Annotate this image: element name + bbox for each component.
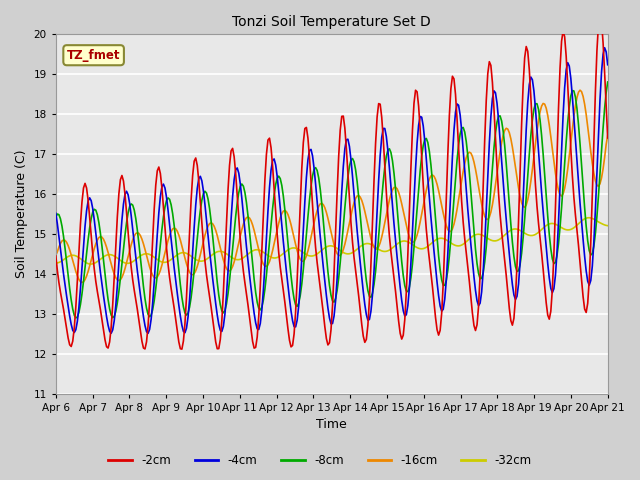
-32cm [575, 221, 582, 227]
-8cm [295, 300, 303, 306]
-16cm [121, 266, 129, 272]
-8cm [575, 121, 582, 127]
-16cm [295, 253, 303, 259]
-2cm [52, 253, 60, 259]
-2cm [178, 346, 186, 352]
-32cm [295, 247, 303, 252]
-4cm [120, 201, 127, 207]
-4cm [575, 180, 582, 186]
-8cm [604, 79, 612, 85]
-4cm [144, 330, 152, 336]
Line: -8cm: -8cm [56, 82, 608, 318]
-2cm [246, 314, 253, 320]
-16cm [52, 252, 60, 258]
-32cm [52, 260, 60, 266]
-8cm [236, 183, 244, 189]
-4cm [295, 303, 303, 309]
-16cm [78, 280, 86, 286]
Y-axis label: Soil Temperature (C): Soil Temperature (C) [15, 150, 28, 278]
Title: Tonzi Soil Temperature Set D: Tonzi Soil Temperature Set D [232, 15, 431, 29]
-8cm [246, 228, 253, 234]
-2cm [236, 237, 244, 242]
-4cm [52, 210, 60, 216]
-2cm [120, 178, 127, 184]
-32cm [87, 261, 95, 267]
-4cm [604, 62, 612, 68]
-4cm [246, 272, 253, 278]
-32cm [218, 249, 226, 254]
-16cm [236, 233, 244, 239]
-32cm [236, 256, 244, 262]
-16cm [576, 87, 584, 93]
-2cm [575, 242, 582, 248]
-16cm [218, 252, 226, 257]
-32cm [121, 260, 129, 266]
-8cm [52, 214, 60, 220]
-16cm [604, 132, 612, 138]
Line: -32cm: -32cm [56, 218, 608, 264]
Line: -2cm: -2cm [56, 14, 608, 349]
-32cm [604, 223, 612, 228]
-2cm [604, 135, 612, 141]
-4cm [236, 181, 244, 187]
-16cm [246, 215, 253, 221]
-32cm [586, 215, 593, 221]
Line: -16cm: -16cm [56, 90, 608, 283]
-8cm [218, 308, 226, 314]
X-axis label: Time: Time [316, 419, 347, 432]
-2cm [218, 317, 226, 323]
-16cm [575, 89, 582, 95]
-2cm [596, 12, 604, 17]
-4cm [218, 329, 226, 335]
-4cm [601, 45, 609, 50]
-8cm [121, 232, 129, 238]
Legend: -2cm, -4cm, -8cm, -16cm, -32cm: -2cm, -4cm, -8cm, -16cm, -32cm [104, 449, 536, 472]
Line: -4cm: -4cm [56, 48, 608, 333]
Text: TZ_fmet: TZ_fmet [67, 48, 120, 62]
-32cm [246, 250, 253, 256]
-8cm [72, 315, 79, 321]
-2cm [295, 239, 303, 245]
